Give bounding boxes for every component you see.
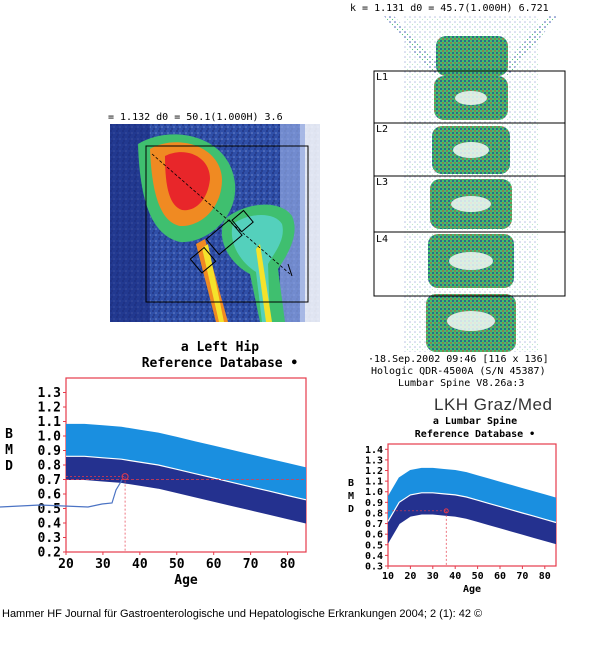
spine-chart-title1: a Lumbar Spine (432, 416, 518, 427)
upper-band (388, 468, 556, 523)
lower-band (66, 456, 306, 523)
hip-scan-header: = 1.132 d0 = 50.1(1.000H) 3.6 (108, 112, 283, 123)
x-tick-label: 80 (280, 557, 296, 572)
x-tick-label: 60 (206, 557, 222, 572)
y-tick-label: 0.5 (365, 540, 383, 551)
region-l3-label: L3 (376, 177, 389, 188)
y-axis-label-letter: M (5, 443, 13, 458)
y-tick-label: 1.2 (38, 401, 61, 416)
x-tick-label: 30 (95, 557, 111, 572)
y-axis-label-letter: D (5, 459, 13, 474)
y-tick-label: 1.3 (38, 386, 61, 401)
lower-line (387, 513, 557, 545)
y-axis-label-letter: B (5, 427, 13, 442)
citation: Hammer HF Journal für Gastroenterologisc… (2, 608, 483, 620)
mean-line (66, 455, 307, 501)
x-tick-label: 70 (243, 557, 259, 572)
hip-caption: a Left Hip (180, 340, 260, 355)
y-tick-label: 0.4 (365, 551, 383, 562)
y-tick-label: 0.6 (365, 530, 383, 541)
upper-band (66, 424, 306, 500)
y-tick-label: 1.0 (365, 487, 383, 498)
y-tick-label: 1.3 (365, 455, 383, 466)
x-tick-label: 50 (169, 557, 185, 572)
x-tick-label: 40 (449, 571, 461, 582)
hip-bmd-chart: 0.20.30.40.50.60.70.80.91.01.11.21.3 20 30… (0, 377, 307, 588)
patient-point (121, 473, 129, 481)
x-tick-label: 70 (516, 571, 528, 582)
patient-point (443, 508, 449, 514)
y-tick-label: 0.8 (365, 508, 383, 519)
y-tick-label: 1.4 (365, 445, 383, 456)
y-tick-label: 1.1 (38, 415, 62, 430)
region-l2-label: L2 (376, 124, 389, 135)
y-tick-label: 0.8 (38, 459, 62, 474)
lower-band (388, 492, 556, 544)
y-tick-label: 0.3 (365, 562, 383, 573)
x-tick-label: 20 (404, 571, 416, 582)
y-tick-label: 0.4 (38, 517, 62, 532)
x-tick-label: 30 (427, 571, 439, 582)
brand-label: LKH Graz/Med (434, 395, 553, 414)
lower-line (66, 479, 307, 524)
hip-subcaption: Reference Database • (141, 356, 299, 371)
y-tick-label: 1.2 (365, 466, 383, 477)
y-tick-label: 0.7 (38, 473, 61, 488)
y-axis-label-letter: B (348, 478, 354, 489)
y-axis-label-letter: D (348, 504, 354, 515)
hip-scan-image (110, 124, 320, 322)
x-tick-label: 40 (132, 557, 148, 572)
y-tick-label: 0.7 (365, 519, 383, 530)
spine-footer-line3: Lumbar Spine V8.26a:3 (398, 378, 525, 389)
spine-scan-image: L1 L2 L3 L4 (364, 16, 578, 352)
patient-trace-line (0, 479, 123, 508)
x-tick-label: 20 (58, 557, 74, 572)
y-tick-label: 0.6 (38, 488, 62, 503)
y-tick-label: 0.9 (38, 444, 61, 459)
region-l4-label: L4 (376, 234, 389, 245)
upper-line (387, 467, 557, 499)
spine-bmd-chart: 0.30.40.50.60.70.80.91.01.11.21.31.4 10 20… (348, 443, 557, 595)
x-axis-label: Age (463, 584, 481, 595)
y-tick-label: 0.3 (38, 531, 61, 546)
region-l1-label: L1 (376, 72, 389, 83)
y-tick-label: 0.9 (365, 498, 383, 509)
x-tick-label: 10 (382, 571, 394, 582)
x-tick-label: 50 (472, 571, 484, 582)
y-tick-label: 0.2 (38, 546, 61, 561)
y-tick-label: 1.0 (38, 430, 62, 445)
x-axis-label: Age (174, 573, 198, 588)
spine-footer-line2: Hologic QDR-4500A (S/N 45387) (371, 366, 546, 377)
spine-scan-header: k = 1.131 d0 = 45.7(1.000H) 6.721 (350, 3, 549, 14)
y-tick-label: 1.1 (365, 477, 383, 488)
spine-footer-line1: ·18.Sep.2002 09:46 [116 x 136] (368, 354, 549, 365)
x-tick-label: 80 (539, 571, 551, 582)
mean-line (387, 492, 557, 524)
upper-line (66, 423, 307, 469)
x-tick-label: 60 (494, 571, 506, 582)
spine-chart-title2: Reference Database • (414, 429, 536, 440)
y-axis-label-letter: M (348, 491, 354, 502)
y-tick-label: 0.5 (38, 502, 61, 517)
